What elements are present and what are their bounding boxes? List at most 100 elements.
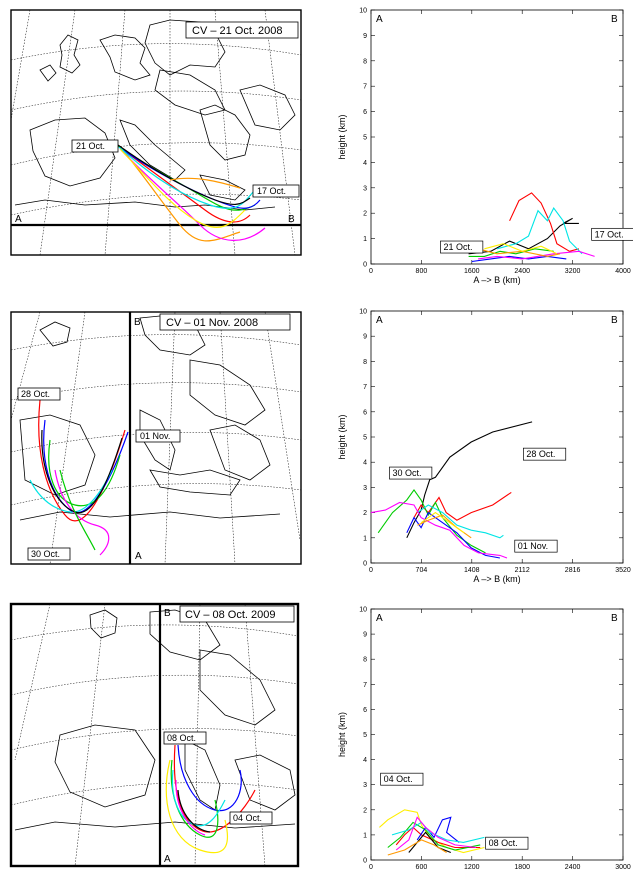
map2-date-other: 30 Oct.: [31, 549, 60, 559]
series-line-red: [413, 491, 512, 521]
x-tick-label: 3200: [565, 268, 581, 275]
annotation-label: 28 Oct.: [526, 449, 555, 459]
annotation-box: [380, 772, 424, 786]
trajectory-yellow: [165, 759, 229, 854]
y-tick-label: 0: [363, 561, 367, 568]
series-line-magenta: [370, 501, 508, 559]
corner-label-b: B: [611, 613, 618, 624]
y-axis-label: height (km): [337, 114, 347, 159]
series-line-yellow: [420, 511, 465, 534]
y-tick-label: 9: [363, 632, 367, 639]
map3-date-end: 04 Oct.: [233, 813, 262, 823]
annotation-box: [389, 466, 433, 480]
x-tick-label: 0: [369, 567, 373, 574]
y-tick-label: 4: [363, 460, 367, 467]
annotation-box: [514, 539, 558, 553]
map1-trajectories: [117, 144, 266, 242]
series-line-black: [408, 831, 452, 854]
x-tick-label: 0: [369, 864, 373, 869]
x-tick-label: 2112: [515, 567, 530, 574]
series-line-cyan: [391, 821, 485, 843]
map1-date-start: 21 Oct.: [76, 141, 105, 151]
trajectory-blue: [177, 744, 242, 812]
y-tick-label: 2: [363, 510, 367, 517]
annotation-label: 17 Oct.: [595, 229, 624, 239]
corner-label-a: A: [376, 315, 383, 326]
map2-trajectories: [29, 399, 129, 556]
height-chart-2: 0 1 2 3 4 5 6 7 8 9 10 0 704 1408 2112 2816 3520 A Bheight…: [337, 309, 631, 585]
trajectory-yellow: [119, 148, 246, 229]
map1-date-end: 17 Oct.: [257, 186, 286, 196]
annotation-box: [591, 227, 633, 241]
plot-frame: [370, 9, 624, 265]
map3-coastlines: [14, 609, 296, 831]
y-tick-label: 1: [363, 236, 367, 243]
y-tick-label: 10: [359, 309, 367, 316]
y-tick-label: 8: [363, 359, 367, 366]
y-tick-label: 8: [363, 657, 367, 664]
x-tick-label: 2400: [565, 864, 581, 869]
trajectory-map-3: A B CV – 08 Oct. 2009 08 Oct. 04 Oct.: [9, 602, 300, 868]
y-tick-label: 8: [363, 58, 367, 65]
y-tick-label: 9: [363, 33, 367, 40]
x-tick-label: 600: [416, 864, 428, 869]
trajectory-magenta: [120, 149, 266, 241]
plot-frame: [370, 310, 624, 564]
x-tick-label: 2400: [514, 268, 530, 275]
y-tick-label: 5: [363, 732, 367, 739]
x-tick-label: 1800: [514, 864, 530, 869]
x-tick-label: 1600: [464, 268, 480, 275]
annotation-box: [440, 240, 484, 254]
map2-label-a: A: [135, 551, 142, 562]
y-tick-label: 6: [363, 109, 367, 116]
x-axis-label: A –> B (km): [473, 574, 520, 584]
map2-label-b: B: [134, 317, 141, 328]
y-tick-label: 0: [363, 262, 367, 269]
corner-label-b: B: [611, 315, 618, 326]
y-tick-label: 2: [363, 211, 367, 218]
series-line-black: [468, 217, 579, 255]
y-tick-label: 0: [363, 858, 367, 865]
y-tick-label: 10: [359, 607, 367, 614]
y-tick-label: 1: [363, 832, 367, 839]
map1-title: CV – 21 Oct. 2008: [192, 25, 283, 37]
map1-graticule: [10, 9, 302, 256]
x-axis-label: A –> B (km): [473, 275, 520, 285]
map1-label-a: A: [15, 214, 22, 225]
y-tick-label: 5: [363, 135, 367, 142]
map1-label-b: B: [288, 214, 295, 225]
y-tick-label: 4: [363, 757, 367, 764]
trajectory-black: [117, 144, 251, 205]
annotation-box: [485, 836, 529, 850]
annotation-label: 30 Oct.: [392, 468, 421, 478]
y-tick-label: 3: [363, 782, 367, 789]
y-tick-label: 6: [363, 409, 367, 416]
series-line-black: [406, 421, 533, 539]
map3-label-b: B: [164, 608, 171, 619]
map2-title: CV – 01 Nov. 2008: [166, 317, 258, 329]
y-tick-label: 10: [359, 8, 367, 15]
trajectory-magenta: [175, 779, 206, 836]
map1-coastlines: [14, 19, 296, 211]
y-tick-label: 3: [363, 485, 367, 492]
trajectory-red: [117, 145, 251, 223]
y-tick-label: 7: [363, 84, 367, 91]
corner-label-b: B: [611, 14, 618, 25]
trajectory-green: [48, 439, 121, 507]
plot-frame: [370, 608, 624, 861]
annotation-box: [523, 447, 567, 461]
x-tick-label: 1200: [464, 864, 480, 869]
trajectory-green: [59, 469, 96, 551]
map3-date-start: 08 Oct.: [167, 733, 196, 743]
y-tick-label: 6: [363, 707, 367, 714]
map3-title: CV – 08 Oct. 2009: [185, 609, 276, 621]
y-tick-label: 5: [363, 435, 367, 442]
trajectory-red: [173, 744, 256, 833]
x-tick-label: 1408: [464, 567, 480, 574]
y-tick-label: 4: [363, 160, 367, 167]
series-line-cyan: [417, 504, 504, 539]
annotation-label: 01 Nov.: [518, 541, 548, 551]
y-tick-label: 7: [363, 682, 367, 689]
